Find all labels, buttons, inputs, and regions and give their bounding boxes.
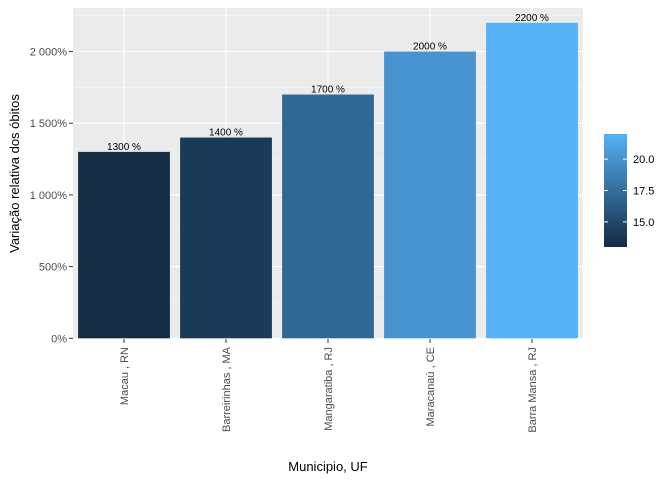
x-tick-label: Maracanaú , CE	[425, 347, 437, 426]
y-axis-title: Variação relativa dos óbitos	[7, 94, 22, 253]
bar	[486, 22, 578, 339]
bar-value-label: 1300 %	[107, 142, 141, 153]
bar-value-label: 2200 %	[515, 13, 549, 24]
bar-value-label: 1400 %	[209, 128, 243, 139]
colorbar-legend: 15.0 17.5 20.0	[604, 134, 654, 247]
y-tick-label: 0%	[51, 333, 67, 345]
x-tick-label: Barra Mansa , RJ	[527, 347, 539, 433]
bar	[282, 94, 374, 339]
y-tick-label: 2 000%	[30, 47, 68, 59]
bar	[384, 51, 476, 339]
y-tick-label: 500%	[39, 262, 67, 274]
x-axis-title: Municipio, UF	[288, 459, 368, 474]
x-axis: Macau , RN Barreirinhas , MA Mangaratiba ,…	[119, 339, 539, 433]
colorbar-tick-label: 15.0	[633, 217, 654, 229]
y-tick-label: 1 500%	[30, 118, 68, 130]
bars	[78, 22, 578, 339]
bar-value-label: 2000 %	[413, 42, 447, 53]
x-tick-label: Barreirinhas , MA	[221, 346, 233, 432]
colorbar-tick-label: 17.5	[633, 186, 654, 198]
x-tick-label: Mangaratiba , RJ	[323, 347, 335, 431]
bar	[180, 137, 272, 339]
colorbar	[604, 134, 627, 247]
y-axis: 0% 500% 1 000% 1 500% 2 000%	[30, 47, 73, 345]
bar	[78, 151, 170, 339]
y-tick-label: 1 000%	[30, 190, 68, 202]
bar-value-labels: 1300 % 1400 % 1700 % 2000 % 2200 %	[107, 13, 549, 153]
bar-value-label: 1700 %	[311, 85, 345, 96]
colorbar-tick-label: 20.0	[633, 154, 654, 166]
x-tick-label: Macau , RN	[119, 347, 131, 405]
